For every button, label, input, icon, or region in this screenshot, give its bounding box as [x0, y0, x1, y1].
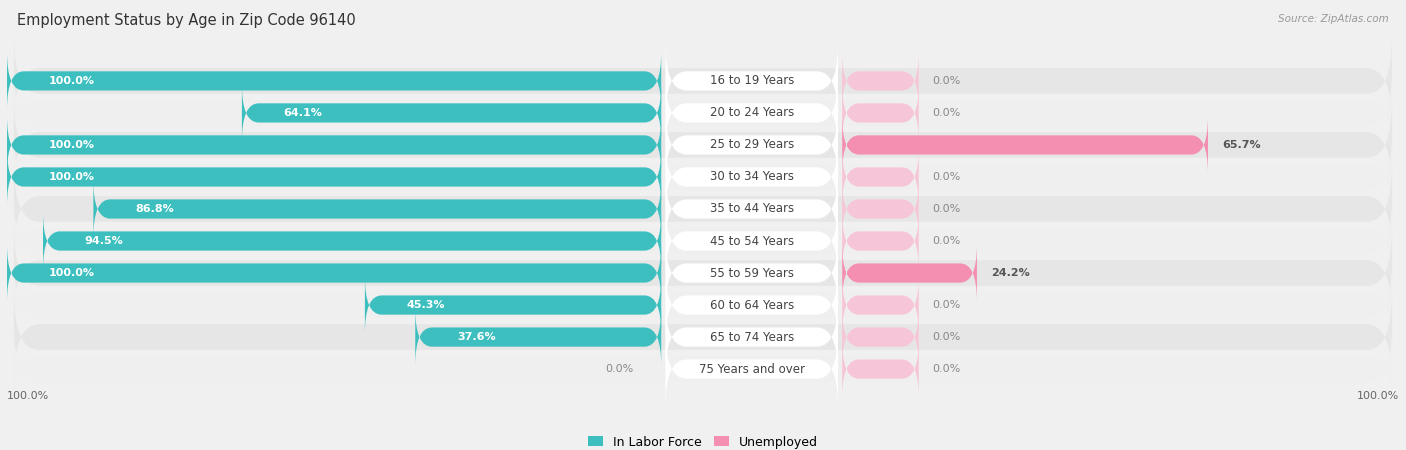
FancyBboxPatch shape [665, 107, 838, 184]
FancyBboxPatch shape [366, 276, 661, 334]
Text: 65.7%: 65.7% [1222, 140, 1261, 150]
FancyBboxPatch shape [14, 196, 1392, 286]
FancyBboxPatch shape [14, 36, 1392, 126]
FancyBboxPatch shape [665, 42, 838, 119]
FancyBboxPatch shape [44, 212, 661, 270]
FancyBboxPatch shape [14, 100, 1392, 190]
Text: 100.0%: 100.0% [49, 172, 94, 182]
FancyBboxPatch shape [665, 266, 838, 343]
FancyBboxPatch shape [14, 132, 1392, 222]
Text: 0.0%: 0.0% [932, 332, 960, 342]
Text: 20 to 24 Years: 20 to 24 Years [710, 107, 794, 119]
Text: 0.0%: 0.0% [932, 300, 960, 310]
FancyBboxPatch shape [7, 244, 661, 302]
FancyBboxPatch shape [14, 228, 1392, 318]
FancyBboxPatch shape [842, 276, 918, 334]
Text: 86.8%: 86.8% [135, 204, 174, 214]
FancyBboxPatch shape [842, 308, 918, 366]
Text: 100.0%: 100.0% [7, 391, 49, 401]
Text: 64.1%: 64.1% [284, 108, 322, 118]
Text: 75 Years and over: 75 Years and over [699, 363, 804, 376]
FancyBboxPatch shape [14, 260, 1392, 350]
FancyBboxPatch shape [842, 244, 977, 302]
Text: 94.5%: 94.5% [84, 236, 124, 246]
FancyBboxPatch shape [14, 324, 1392, 414]
FancyBboxPatch shape [14, 292, 1392, 382]
Text: 65 to 74 Years: 65 to 74 Years [710, 331, 794, 343]
FancyBboxPatch shape [665, 171, 838, 248]
FancyBboxPatch shape [242, 84, 661, 142]
Text: 16 to 19 Years: 16 to 19 Years [710, 74, 794, 87]
Legend: In Labor Force, Unemployed: In Labor Force, Unemployed [588, 436, 818, 449]
FancyBboxPatch shape [14, 164, 1392, 254]
FancyBboxPatch shape [665, 331, 838, 408]
FancyBboxPatch shape [415, 308, 661, 366]
Text: 55 to 59 Years: 55 to 59 Years [710, 266, 794, 279]
FancyBboxPatch shape [842, 212, 918, 270]
Text: 0.0%: 0.0% [932, 108, 960, 118]
FancyBboxPatch shape [842, 340, 918, 398]
FancyBboxPatch shape [842, 84, 918, 142]
Text: 60 to 64 Years: 60 to 64 Years [710, 298, 794, 311]
FancyBboxPatch shape [842, 52, 918, 110]
FancyBboxPatch shape [842, 148, 918, 206]
FancyBboxPatch shape [665, 299, 838, 375]
FancyBboxPatch shape [665, 202, 838, 279]
FancyBboxPatch shape [665, 234, 838, 311]
Text: 100.0%: 100.0% [49, 140, 94, 150]
Text: 0.0%: 0.0% [932, 76, 960, 86]
Text: Source: ZipAtlas.com: Source: ZipAtlas.com [1278, 14, 1389, 23]
FancyBboxPatch shape [842, 180, 918, 238]
Text: 25 to 29 Years: 25 to 29 Years [710, 139, 794, 152]
Text: 100.0%: 100.0% [1357, 391, 1399, 401]
Text: 45.3%: 45.3% [406, 300, 446, 310]
Text: 0.0%: 0.0% [932, 204, 960, 214]
Text: 100.0%: 100.0% [49, 268, 94, 278]
Text: 0.0%: 0.0% [932, 236, 960, 246]
FancyBboxPatch shape [842, 116, 1208, 174]
Text: 37.6%: 37.6% [457, 332, 496, 342]
FancyBboxPatch shape [7, 148, 661, 206]
FancyBboxPatch shape [7, 116, 661, 174]
FancyBboxPatch shape [665, 75, 838, 151]
Text: 0.0%: 0.0% [932, 364, 960, 374]
FancyBboxPatch shape [93, 180, 661, 238]
Text: 0.0%: 0.0% [605, 364, 633, 374]
Text: 35 to 44 Years: 35 to 44 Years [710, 202, 794, 216]
Text: 30 to 34 Years: 30 to 34 Years [710, 171, 794, 184]
Text: 100.0%: 100.0% [49, 76, 94, 86]
Text: 24.2%: 24.2% [991, 268, 1029, 278]
Text: Employment Status by Age in Zip Code 96140: Employment Status by Age in Zip Code 961… [17, 14, 356, 28]
Text: 45 to 54 Years: 45 to 54 Years [710, 234, 794, 248]
FancyBboxPatch shape [14, 68, 1392, 158]
FancyBboxPatch shape [665, 139, 838, 216]
Text: 0.0%: 0.0% [932, 172, 960, 182]
FancyBboxPatch shape [7, 52, 661, 110]
